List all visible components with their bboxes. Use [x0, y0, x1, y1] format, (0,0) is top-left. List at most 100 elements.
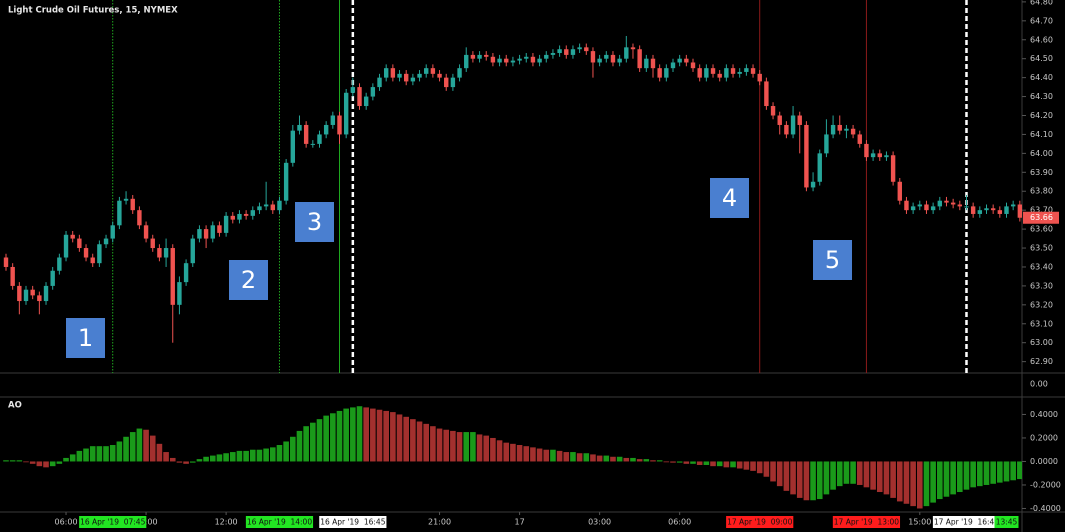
candle-body: [444, 77, 449, 88]
y-tick-label: 63.30: [1030, 281, 1053, 290]
ao-bar: [750, 461, 756, 471]
ao-bar: [263, 448, 269, 462]
candle-body: [750, 68, 756, 74]
ao-bar: [296, 430, 303, 462]
ao-bar: [323, 415, 329, 462]
x-tick-label: 15:00: [908, 518, 931, 527]
ao-bar: [903, 461, 910, 504]
ao-bar: [443, 429, 450, 462]
candle-body: [837, 124, 842, 131]
ao-bar: [710, 461, 716, 467]
candle-body: [310, 143, 316, 145]
candle-body: [117, 200, 122, 226]
ao-bar: [623, 457, 630, 462]
ao-bar: [470, 432, 476, 462]
candle-body: [570, 49, 576, 55]
ao-bar: [576, 453, 583, 462]
ao-bar: [676, 461, 683, 463]
candle-body: [363, 96, 369, 107]
ao-bar: [723, 461, 730, 468]
ao-bar: [450, 430, 456, 462]
ao-bar: [109, 445, 116, 462]
ao-bar: [910, 461, 916, 507]
ao-bar: [350, 407, 356, 462]
ao-bar: [290, 436, 296, 462]
ao-bar: [176, 461, 183, 463]
ao-bar: [736, 461, 743, 469]
candle-body: [684, 58, 689, 63]
time-marker-box: [994, 516, 1019, 528]
ao-bar: [510, 443, 516, 462]
ao-y-tick-label: -0.2000: [1030, 480, 1061, 489]
candle-body: [564, 49, 569, 55]
ao-bar: [963, 461, 970, 490]
time-marker-label: 16 Apr '19 16:45: [320, 518, 386, 527]
candle-body: [410, 77, 416, 82]
candle-body: [297, 124, 302, 131]
ao-bar: [89, 446, 96, 462]
candle-body: [23, 289, 29, 302]
candle-body: [697, 68, 702, 78]
ao-bar: [730, 461, 736, 468]
candle-body: [97, 244, 102, 264]
candle-body: [804, 124, 809, 188]
candle-body: [584, 47, 589, 52]
time-marker-box: [932, 516, 1001, 528]
ao-bar: [863, 461, 870, 488]
ao-bar: [663, 461, 670, 463]
annotation-box: [295, 202, 334, 242]
candle-body: [237, 213, 242, 220]
ao-bar: [283, 441, 289, 462]
ao-bar: [163, 452, 169, 462]
candle-body: [390, 68, 396, 78]
ao-bar: [103, 446, 109, 462]
ao-bar: [943, 461, 950, 497]
time-marker-label: 17 Apr '19 16:45: [934, 518, 1000, 527]
ao-bar: [603, 455, 610, 462]
ao-bar: [896, 461, 903, 502]
ao-bar: [756, 461, 763, 474]
x-tick-label: 03:00: [588, 518, 611, 527]
ao-bar: [596, 455, 603, 462]
ao-bar: [670, 461, 676, 463]
ao-bar: [990, 461, 996, 484]
candle-body: [544, 54, 549, 59]
candle-body: [257, 206, 262, 211]
candle-body: [557, 49, 562, 54]
time-marker-label: 13:45: [996, 518, 1018, 527]
candle-body: [484, 54, 489, 57]
candle-body: [457, 68, 462, 78]
ao-bar: [983, 461, 990, 485]
ao-bar: [643, 459, 650, 462]
y-tick-label: 64.60: [1030, 35, 1053, 44]
candle-body: [857, 134, 862, 144]
y-tick-label: 63.60: [1030, 225, 1053, 234]
ao-bar: [83, 448, 89, 462]
ao-bar: [876, 461, 883, 493]
ao-bar: [683, 461, 690, 464]
ao-bar: [416, 421, 423, 462]
ao-bar: [923, 461, 930, 507]
candle-body: [737, 71, 742, 74]
ao-bar: [783, 461, 790, 491]
y-tick-label: 62.90: [1030, 357, 1053, 366]
candle-body: [904, 200, 909, 211]
y-tick-label: 63.50: [1030, 244, 1053, 253]
candle-body: [470, 54, 476, 59]
time-marker-label: 16 Apr '19 07:45: [80, 518, 146, 527]
ao-bar: [356, 406, 363, 462]
candle-body: [590, 51, 596, 63]
candle-body: [524, 56, 529, 59]
ao-bar: [336, 410, 343, 462]
ao-bar: [916, 461, 923, 509]
y-tick-label: 63.90: [1030, 168, 1053, 177]
candle-body: [450, 77, 456, 88]
candle-body: [83, 248, 89, 258]
y-tick-label: 63.20: [1030, 300, 1053, 309]
ao-bar: [1003, 461, 1010, 482]
ao-bar: [483, 435, 490, 462]
candle-body: [143, 225, 149, 239]
ao-bar: [9, 460, 16, 462]
